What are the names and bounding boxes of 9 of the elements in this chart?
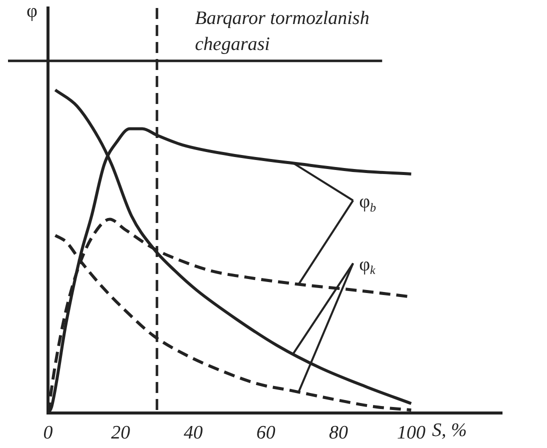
x-tick-label: 100: [396, 422, 426, 444]
x-tick-label: 60: [256, 422, 276, 444]
x-axis-title: S, %: [432, 420, 467, 442]
x-tick-label: 40: [184, 422, 204, 444]
y-axis-title: φ: [26, 0, 38, 22]
x-tick-label: 20: [111, 422, 131, 444]
ref-line-label: Barqaror tormozlanish chegarasi: [194, 8, 370, 55]
x-tick-label: 0: [43, 422, 54, 444]
x-tick-label: 80: [329, 422, 349, 444]
